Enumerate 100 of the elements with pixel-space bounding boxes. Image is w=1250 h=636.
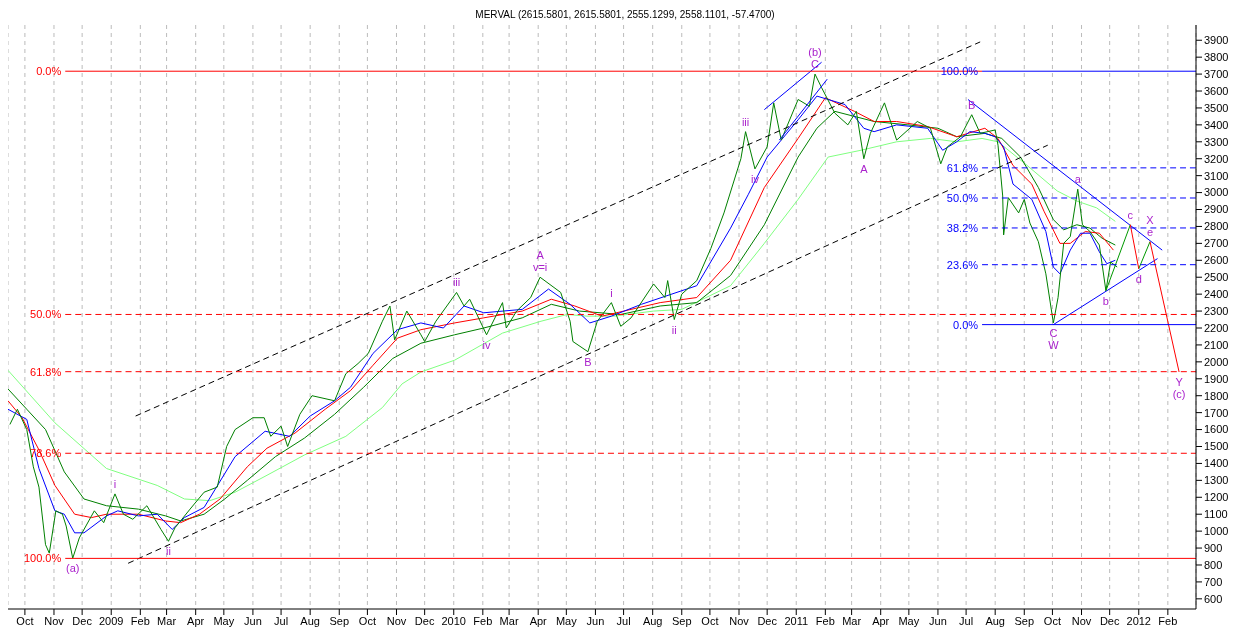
y-tick-label: 3400 <box>1204 118 1229 131</box>
y-tick-label: 800 <box>1204 558 1223 571</box>
x-tick-label: Sep <box>1014 614 1035 627</box>
annotation: C <box>811 58 820 71</box>
y-tick-label: 2600 <box>1204 254 1229 267</box>
y-tick-label: 900 <box>1204 541 1223 554</box>
y-tick-label: 3500 <box>1204 101 1229 114</box>
annotation: ii <box>671 323 677 336</box>
x-tick-label: Jul <box>959 614 974 627</box>
x-tick-label: Jul <box>616 614 631 627</box>
y-tick-label: 1500 <box>1204 440 1229 453</box>
x-tick-label: Jun <box>244 614 262 627</box>
y-tick-label: 2000 <box>1204 355 1229 368</box>
x-tick-label: Sep <box>671 614 692 627</box>
y-tick-label: 3100 <box>1204 169 1229 182</box>
y-tick-label: 2700 <box>1204 237 1229 250</box>
x-tick-label: Nov <box>386 614 407 627</box>
x-tick-label: 2010 <box>441 614 466 627</box>
annotation: (b) <box>808 46 822 59</box>
annotation: A <box>860 162 869 175</box>
x-tick-label: Mar <box>842 614 862 627</box>
series-label: 0.0% <box>36 65 62 78</box>
y-tick-label: 2400 <box>1204 288 1229 301</box>
x-tick-label: Dec <box>757 614 778 627</box>
series-label: 50.0% <box>946 192 979 204</box>
y-tick-label: 1100 <box>1204 508 1228 521</box>
x-tick-label: Oct <box>701 614 719 627</box>
y-tick-label: 3000 <box>1204 186 1229 199</box>
y-tick-label: 1000 <box>1204 525 1229 538</box>
annotation: d <box>1135 272 1142 285</box>
annotation: a <box>1074 173 1082 186</box>
annotation: e <box>1146 225 1154 238</box>
x-tick-label: Jul <box>274 614 289 627</box>
x-tick-label: Dec <box>414 614 435 627</box>
x-tick-label: Feb <box>815 614 835 627</box>
y-tick-label: 2100 <box>1204 338 1229 351</box>
annotation: iii <box>452 276 461 289</box>
y-tick-label: 2900 <box>1204 203 1229 216</box>
x-tick-label: May <box>555 614 578 627</box>
y-tick-label: 1900 <box>1204 372 1229 385</box>
y-tick-label: 3800 <box>1204 51 1229 64</box>
annotation: v=i <box>532 261 548 274</box>
y-tick-label: 3200 <box>1204 152 1229 165</box>
series-label: 38.2% <box>946 221 979 234</box>
annotation: i <box>113 477 117 490</box>
x-tick-label: Nov <box>44 614 65 627</box>
x-tick-label: Feb <box>1158 614 1178 627</box>
series-label: 23.6% <box>946 258 979 271</box>
x-tick-label: Jun <box>929 614 947 627</box>
y-tick-label: 1300 <box>1204 474 1229 487</box>
annotation: c <box>1127 208 1134 221</box>
x-tick-label: Dec <box>72 614 93 627</box>
x-tick-label: Apr <box>872 614 890 627</box>
annotation: ii <box>166 545 171 558</box>
x-tick-label: Feb <box>473 614 493 627</box>
annotation: i <box>610 286 613 299</box>
x-tick-label: Aug <box>985 614 1005 627</box>
annotation: (c) <box>1172 388 1186 401</box>
x-tick-label: May <box>213 614 235 627</box>
y-tick-label: 3300 <box>1204 135 1229 148</box>
annotation: W <box>1048 338 1060 351</box>
y-tick-label: 1600 <box>1204 423 1229 436</box>
series-label: 50.0% <box>30 308 62 321</box>
annotation: A <box>536 249 545 262</box>
annotation: (a) <box>66 562 80 575</box>
series-label: 61.8% <box>30 365 62 378</box>
x-tick-label: Oct <box>1043 614 1061 627</box>
y-tick-label: 3700 <box>1204 67 1229 80</box>
annotation: Y <box>1175 376 1184 389</box>
y-tick-label: 2800 <box>1204 220 1229 233</box>
y-tick-label: 2500 <box>1204 271 1229 284</box>
annotation: B <box>584 355 592 368</box>
x-tick-label: Oct <box>16 614 34 627</box>
x-tick-label: Sep <box>329 614 350 627</box>
x-tick-label: May <box>898 614 920 627</box>
annotation: iii <box>741 115 750 128</box>
x-tick-label: 2011 <box>784 614 809 627</box>
annotation: iv <box>482 338 492 351</box>
y-tick-label: 3600 <box>1204 84 1229 97</box>
x-tick-label: Oct <box>358 614 376 627</box>
x-tick-label: Apr <box>529 614 548 627</box>
y-tick-label: 1800 <box>1204 389 1229 402</box>
x-tick-label: Mar <box>157 614 177 627</box>
chart-title: MERVAL (2615.5801, 2615.5801, 2555.1299, 2558.1101, -57.4700) <box>474 8 776 21</box>
y-tick-label: 600 <box>1204 592 1223 605</box>
x-tick-label: Jun <box>586 614 605 627</box>
y-tick-label: 2200 <box>1204 321 1229 334</box>
x-tick-label: Apr <box>187 614 205 627</box>
x-tick-label: Aug <box>642 614 663 627</box>
y-tick-label: 700 <box>1204 575 1223 588</box>
annotation: b <box>1102 294 1109 307</box>
x-tick-label: 2009 <box>98 614 124 627</box>
y-tick-label: 1400 <box>1204 457 1229 470</box>
x-tick-label: Dec <box>1099 614 1120 627</box>
x-tick-label: Nov <box>1071 614 1092 627</box>
x-tick-label: Mar <box>499 614 519 627</box>
series-label: 100.0% <box>23 552 62 565</box>
annotation: C <box>1049 326 1058 339</box>
x-tick-label: Feb <box>130 614 150 627</box>
y-tick-label: 2300 <box>1204 304 1229 317</box>
